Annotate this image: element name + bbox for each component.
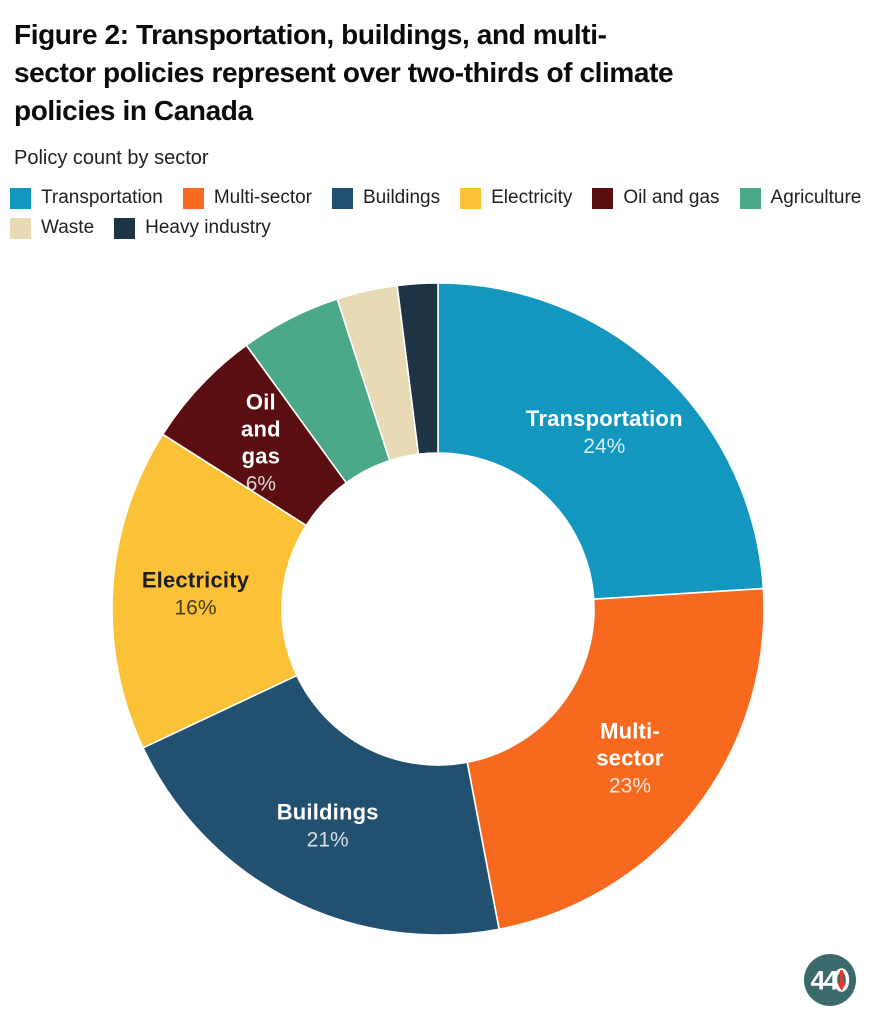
slice-buildings bbox=[141, 674, 501, 936]
legend-label: Buildings bbox=[363, 187, 441, 208]
legend-item-oil-and-gas: Oil and gas bbox=[592, 187, 720, 209]
legend-label: Multi-sector bbox=[213, 187, 312, 208]
slice-label-oil-and-gas: Oil and gas 6% bbox=[241, 390, 281, 496]
figure-title-line-1: Figure 2: Transportation, buildings, and… bbox=[14, 19, 607, 50]
slice-label-multi-sector: Multi-sector 23% bbox=[596, 718, 663, 797]
legend-swatch-buildings bbox=[332, 187, 353, 209]
legend-swatch-oil-and-gas bbox=[592, 187, 614, 209]
slice-label-electricity: Electricity 16% bbox=[142, 568, 250, 620]
legend-swatch-transportation bbox=[10, 187, 31, 209]
donut-chart: Transportation 24% Multi-sector 23% Building… bbox=[111, 282, 765, 936]
thermometer-arrow-icon bbox=[837, 970, 847, 991]
legend-item-transportation: Transportation bbox=[10, 187, 163, 209]
legend-swatch-electricity bbox=[460, 187, 482, 209]
figure-title-line-3: policies in Canada bbox=[14, 95, 253, 126]
legend-label: Oil and gas bbox=[623, 187, 720, 208]
legend-swatch-multi-sector bbox=[182, 187, 204, 209]
legend-swatch-heavy-industry bbox=[114, 217, 136, 239]
brand-logo-440: 44 bbox=[803, 953, 857, 1007]
slice-label-buildings: Buildings 21% bbox=[277, 800, 379, 852]
slice-heavy-industry bbox=[396, 282, 439, 456]
legend-item-multi-sector: Multi-sector bbox=[182, 187, 312, 209]
legend-swatch-waste bbox=[10, 217, 31, 239]
legend-item-heavy-industry: Heavy industry bbox=[114, 217, 271, 239]
slice-label-transportation: Transportation 24% bbox=[526, 406, 683, 458]
legend-item-electricity: Electricity bbox=[460, 187, 572, 209]
figure-subtitle: Policy count by sector bbox=[14, 147, 209, 169]
chart-legend: Transportation Multi-sector Buildings Elect… bbox=[10, 187, 864, 239]
legend-label: Transportation bbox=[41, 187, 163, 208]
legend-label: Agriculture bbox=[770, 187, 862, 208]
legend-label: Waste bbox=[41, 217, 95, 238]
legend-item-waste: Waste bbox=[10, 217, 94, 239]
figure-title-line-2: sector policies represent over two-third… bbox=[14, 57, 674, 88]
legend-swatch-agriculture bbox=[739, 187, 761, 209]
figure-title: Figure 2: Transportation, buildings, and… bbox=[14, 16, 844, 130]
legend-item-agriculture: Agriculture bbox=[739, 187, 862, 209]
legend-label: Heavy industry bbox=[145, 217, 271, 238]
slice-transportation bbox=[437, 282, 765, 601]
legend-label: Electricity bbox=[491, 187, 573, 208]
legend-item-buildings: Buildings bbox=[332, 187, 440, 209]
slice-electricity bbox=[111, 433, 308, 749]
slice-multi-sector bbox=[466, 587, 765, 931]
logo-circle bbox=[804, 954, 856, 1006]
